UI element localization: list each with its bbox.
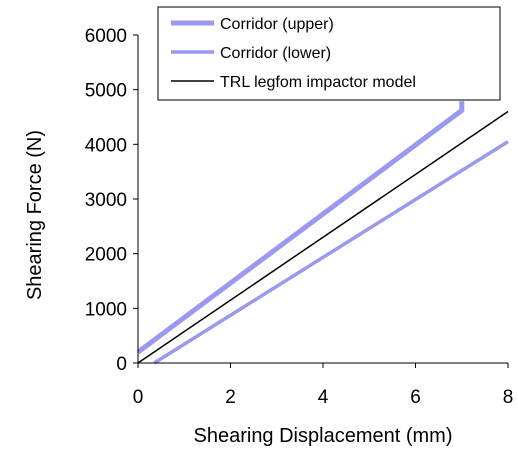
- x-tick-label: 8: [503, 387, 514, 408]
- y-axis-label: Shearing Force (N): [24, 130, 46, 300]
- x-tick-label: 0: [133, 387, 144, 408]
- legend: Corridor (upper) Corridor (lower) TRL legf…: [157, 6, 501, 101]
- legend-box: [157, 6, 501, 101]
- y-tick-label: 1000: [85, 299, 127, 320]
- series-line-2: [153, 140, 509, 365]
- x-axis-label: Shearing Displacement (mm): [194, 425, 453, 447]
- legend-label: TRL legfom impactor model: [220, 74, 416, 91]
- y-tick-label: 3000: [85, 190, 127, 211]
- x-tick-label: 6: [410, 387, 421, 408]
- y-tick-label: 6000: [85, 26, 127, 47]
- legend-label: Corridor (upper): [220, 16, 334, 33]
- series-line-1: [136, 101, 465, 355]
- legend-label: Corridor (lower): [220, 45, 331, 62]
- y-tick-label: 4000: [85, 135, 127, 156]
- y-tick-label: 0: [116, 354, 127, 375]
- series-layer: [136, 101, 509, 365]
- y-tick-label: 2000: [85, 245, 127, 266]
- y-tick-label: 5000: [85, 81, 127, 102]
- y-ticks: 0 1000 2000 3000 4000 5000 6000: [85, 26, 138, 375]
- x-tick-label: 4: [318, 387, 329, 408]
- series-line-3: [137, 110, 509, 364]
- x-tick-label: 2: [225, 387, 236, 408]
- x-ticks: 0 2 4 6 8: [133, 363, 514, 408]
